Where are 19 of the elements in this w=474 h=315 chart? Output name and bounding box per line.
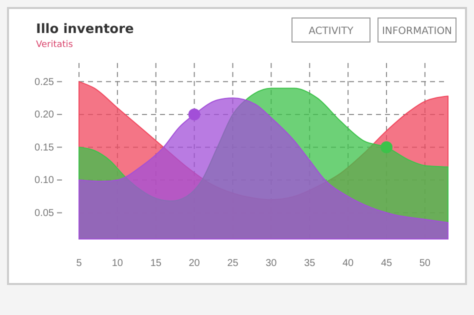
x-tick-label: 25 [227,258,239,270]
chart-subtitle: Veritatis [36,40,74,50]
x-tick-label: 10 [112,258,124,270]
x-tick-label: 40 [342,258,354,270]
y-tick-label: 0.05 [34,208,54,219]
x-tick-label: 50 [419,258,431,270]
button: ACTIVITY [292,18,370,42]
y-tick-label: 0.15 [34,142,54,154]
x-tick-label: 35 [304,258,316,270]
y-tick-label: 0.20 [34,110,54,121]
y-tick-label: 0.10 [34,175,54,186]
x-tick-label: 30 [266,258,278,270]
x-tick-label: 45 [380,258,392,270]
y-tick-label: 0.25 [34,76,54,88]
x-tick-label: 5 [76,258,82,270]
x-tick-label: 20 [188,258,200,270]
chart-title: Illo inventore [36,22,134,37]
x-tick-label: 15 [150,258,162,270]
button: INFORMATION [378,18,456,42]
